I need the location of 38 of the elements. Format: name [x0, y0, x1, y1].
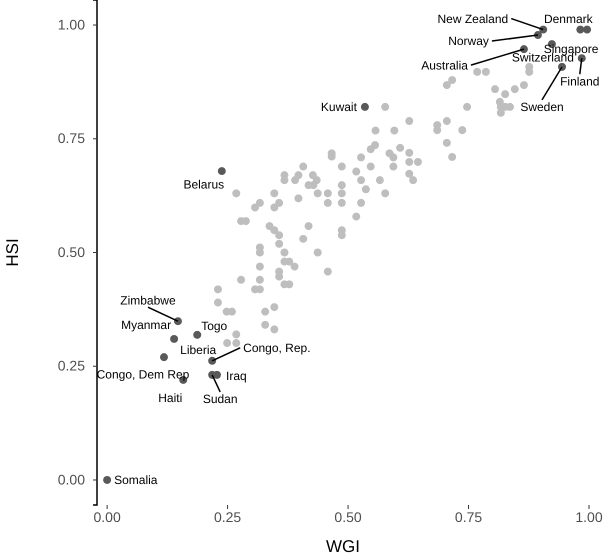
- annotation: Haiti: [158, 391, 182, 406]
- y-tick-label: 0.50: [58, 244, 86, 260]
- point: [193, 330, 202, 339]
- point: [583, 26, 592, 34]
- y-tick-label: 0.25: [58, 358, 86, 374]
- annotation: Sudan: [202, 392, 238, 406]
- x-tick-label: 0.25: [214, 508, 242, 525]
- annotation: Congo, Dem Rep: [96, 367, 190, 382]
- point: [160, 353, 168, 362]
- y-tick-label: 0.00: [58, 471, 86, 488]
- annotation: Belarus: [183, 177, 224, 192]
- annotation: Australia: [421, 58, 468, 72]
- annotation: Iraq: [226, 369, 247, 384]
- annotation: Togo: [201, 319, 228, 334]
- annotation: Liberia: [180, 342, 217, 357]
- x-axis-title: WGI: [326, 537, 360, 556]
- annotation: Zimbabwe: [120, 293, 176, 308]
- annotation: Norway: [448, 34, 489, 48]
- annotation: Sweden: [520, 100, 564, 114]
- y-tick-label: 0.75: [58, 130, 86, 146]
- annotation: Myanmar: [121, 318, 172, 332]
- x-tick-label: 0.00: [93, 508, 121, 525]
- annotation: New Zealand: [438, 12, 508, 26]
- y-tick-label: 1.00: [58, 16, 86, 33]
- x-tick-label: 0.50: [334, 508, 362, 525]
- annotation: Congo, Rep.: [243, 340, 311, 355]
- point: [360, 102, 369, 111]
- x-tick-label: 0.75: [454, 508, 482, 525]
- annotation: Denmark: [544, 12, 594, 26]
- y-axis-title: HSI: [3, 238, 22, 267]
- annotation: Finland: [560, 74, 600, 88]
- annotation: Somalia: [114, 473, 158, 488]
- point: [218, 167, 226, 176]
- point: [103, 476, 112, 484]
- point: [170, 334, 178, 343]
- x-tick-label: 1.00: [575, 508, 603, 525]
- point: [576, 26, 584, 34]
- annotation: Kuwait: [320, 100, 358, 114]
